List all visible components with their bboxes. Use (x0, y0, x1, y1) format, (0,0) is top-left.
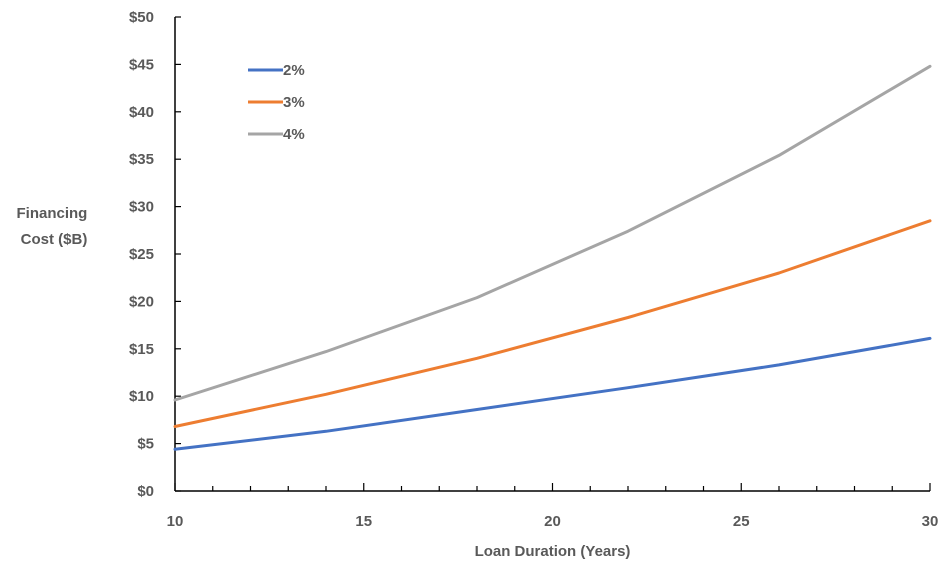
y-tick-label: $50 (129, 9, 154, 26)
y-tick-label: $25 (129, 246, 154, 263)
x-tick-label: 10 (167, 513, 184, 530)
x-tick-label: 30 (922, 513, 939, 530)
y-tick-label: $15 (129, 341, 154, 358)
plot-area (174, 17, 930, 492)
legend-label: 2% (283, 62, 305, 79)
y-axis-title: Financing Cost ($B) (16, 205, 91, 248)
y-tick-label: $0 (137, 483, 154, 500)
y-tick-label: $45 (129, 56, 154, 73)
y-axis-ticks: $0 $5 $10 $15 $20 $25 $30 $35 $40 $45 $50 (129, 9, 181, 500)
y-tick-label: $20 (129, 293, 154, 310)
legend-label: 4% (283, 126, 305, 143)
y-tick-label: $40 (129, 104, 154, 121)
y-tick-label: $35 (129, 151, 154, 168)
x-tick-label: 20 (544, 513, 561, 530)
y-tick-label: $10 (129, 388, 154, 405)
y-tick-label: $5 (137, 436, 154, 453)
x-axis-ticks: 10 15 20 25 30 (167, 483, 939, 530)
series-line-3pct (173, 219, 932, 428)
legend-label: 3% (283, 94, 305, 111)
x-axis-title: Loan Duration (Years) (475, 543, 631, 560)
series-lines (173, 64, 932, 451)
x-tick-label: 25 (733, 513, 750, 530)
legend: 2% 3% 4% (248, 62, 305, 143)
series-line-4pct (173, 64, 932, 402)
y-axis-title-line-2: Cost ($B) (21, 231, 88, 248)
x-tick-label: 15 (355, 513, 372, 530)
series-line-2pct (173, 336, 932, 451)
y-tick-label: $30 (129, 199, 154, 216)
y-axis-title-line-1: Financing (16, 205, 87, 222)
